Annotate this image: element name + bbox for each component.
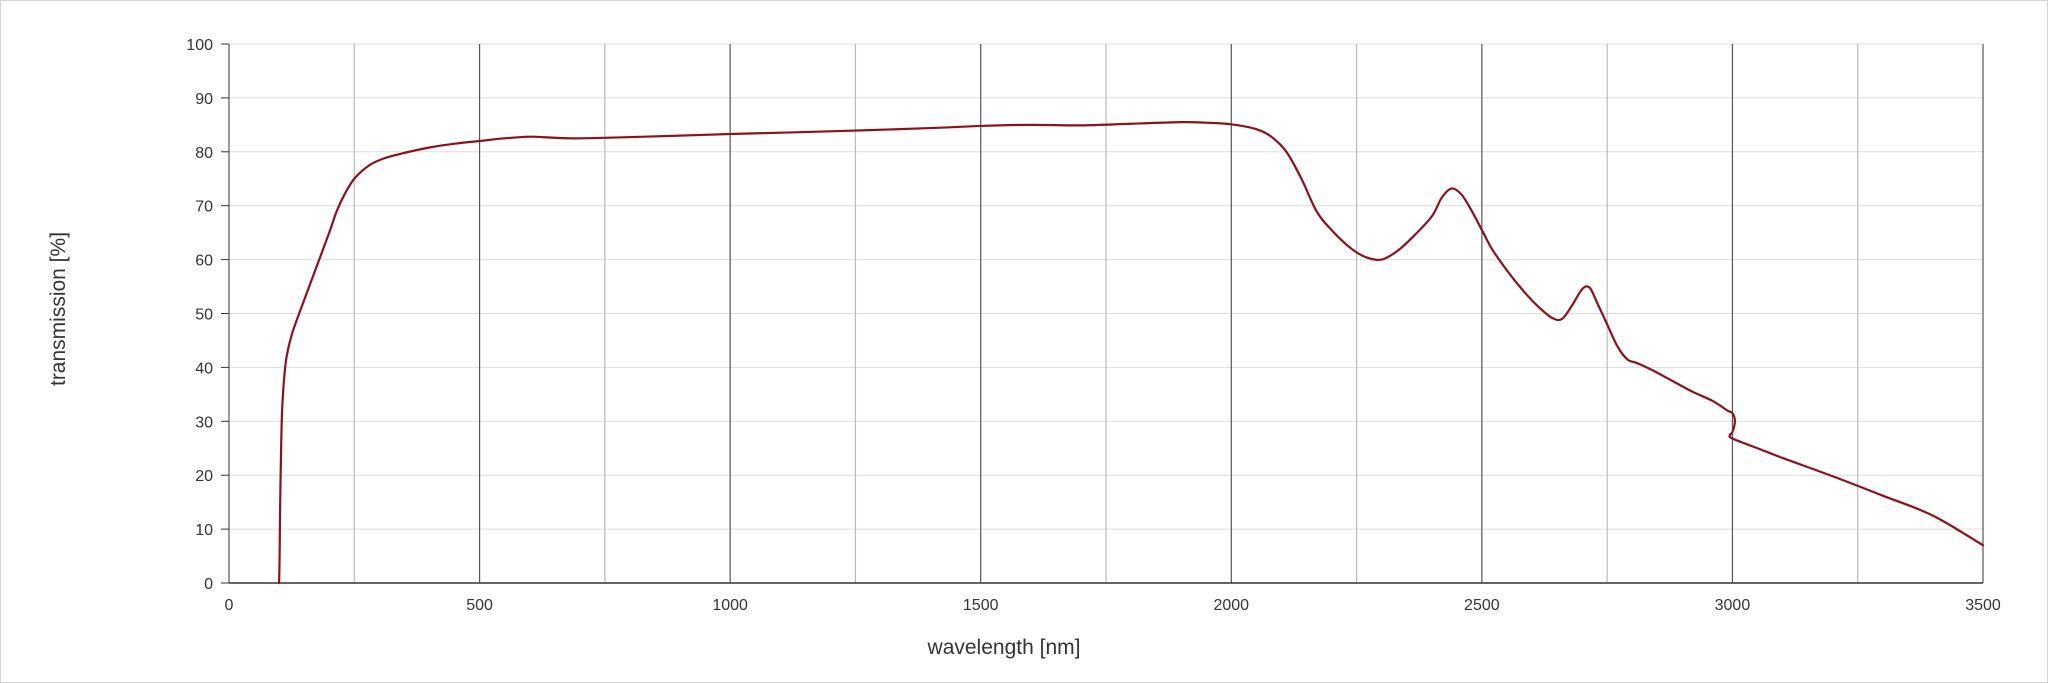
y-tick-label: 80 xyxy=(195,145,213,162)
y-tick-label: 20 xyxy=(195,468,213,485)
y-tick-label: 40 xyxy=(195,360,213,377)
y-tick-label: 100 xyxy=(186,37,213,54)
y-tick-label: 60 xyxy=(195,253,213,270)
x-tick-label: 3000 xyxy=(1715,597,1751,614)
y-tick-label: 0 xyxy=(204,576,213,593)
x-tick-label: 2000 xyxy=(1213,597,1249,614)
x-tick-label: 0 xyxy=(225,597,234,614)
y-tick-label: 90 xyxy=(195,91,213,108)
x-tick-label: 1500 xyxy=(963,597,999,614)
tick-labels: 0 500 1000 1500 2000 2500 3000 3500 0 10 20 30 40 50 6… xyxy=(186,37,2001,614)
x-axis-label: wavelength [nm] xyxy=(927,636,1081,659)
y-tick-label: 30 xyxy=(195,414,213,431)
y-tick-label: 70 xyxy=(195,199,213,216)
y-tick-label: 10 xyxy=(195,522,213,539)
series xyxy=(278,121,1985,585)
series-line-0 xyxy=(278,121,1985,585)
axes xyxy=(221,43,1983,584)
x-tick-label: 3500 xyxy=(1965,597,2001,614)
y-tick-label: 50 xyxy=(195,307,213,324)
x-tick-label: 500 xyxy=(466,597,493,614)
x-tick-label: 1000 xyxy=(712,597,748,614)
y-axis-label: transmission [%] xyxy=(47,232,70,386)
x-tick-label: 2500 xyxy=(1464,597,1500,614)
